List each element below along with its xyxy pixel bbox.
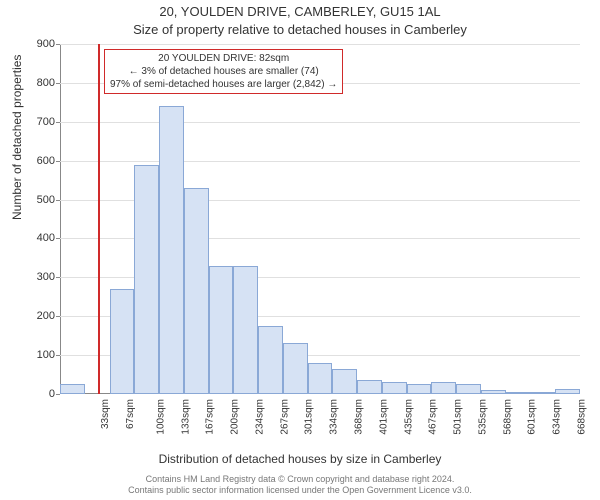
- x-tick-label: 33sqm: [100, 399, 111, 429]
- x-axis-label: Distribution of detached houses by size …: [0, 452, 600, 466]
- attribution-text: Contains HM Land Registry data © Crown c…: [0, 474, 600, 496]
- y-tick-mark: [56, 355, 60, 356]
- histogram-bar: [110, 289, 135, 394]
- attribution-line1: Contains HM Land Registry data © Crown c…: [146, 474, 455, 484]
- histogram-bar: [506, 392, 531, 394]
- x-tick-label: 100sqm: [155, 399, 166, 435]
- histogram-bar: [233, 266, 258, 394]
- y-tick-mark: [56, 238, 60, 239]
- y-tick-label: 300: [15, 271, 55, 283]
- histogram-bar: [209, 266, 234, 394]
- y-tick-mark: [56, 316, 60, 317]
- histogram-bar: [134, 165, 159, 394]
- x-tick-label: 67sqm: [125, 399, 136, 429]
- property-marker-line: [98, 44, 100, 394]
- gridline: [60, 122, 580, 123]
- x-tick-label: 133sqm: [180, 399, 191, 435]
- histogram-bar: [357, 380, 382, 394]
- y-tick-label: 400: [15, 232, 55, 244]
- x-tick-label: 167sqm: [205, 399, 216, 435]
- x-tick-label: 634sqm: [552, 399, 563, 435]
- x-tick-label: 435sqm: [403, 399, 414, 435]
- attribution-line2: Contains public sector information licen…: [128, 485, 472, 495]
- histogram-bar: [184, 188, 209, 394]
- x-tick-label: 568sqm: [502, 399, 513, 435]
- y-tick-mark: [56, 200, 60, 201]
- histogram-bar: [407, 384, 432, 394]
- x-tick-label: 234sqm: [255, 399, 266, 435]
- histogram-bar: [555, 389, 580, 394]
- x-tick-label: 501sqm: [453, 399, 464, 435]
- y-tick-mark: [56, 161, 60, 162]
- chart-plot-area: 20 YOULDEN DRIVE: 82sqm← 3% of detached …: [60, 44, 580, 394]
- histogram-bar: [159, 106, 184, 394]
- y-tick-label: 200: [15, 310, 55, 322]
- y-axis-line: [60, 44, 61, 394]
- x-tick-label: 301sqm: [304, 399, 315, 435]
- y-tick-mark: [56, 394, 60, 395]
- histogram-bar: [382, 382, 407, 394]
- histogram-bar: [456, 384, 481, 394]
- annotation-line3: 97% of semi-detached houses are larger (…: [110, 78, 337, 91]
- chart-title-sub: Size of property relative to detached ho…: [0, 22, 600, 37]
- gridline: [60, 44, 580, 45]
- y-tick-mark: [56, 277, 60, 278]
- x-tick-label: 535sqm: [477, 399, 488, 435]
- x-tick-label: 467sqm: [428, 399, 439, 435]
- chart-title-main: 20, YOULDEN DRIVE, CAMBERLEY, GU15 1AL: [0, 4, 600, 19]
- y-tick-mark: [56, 122, 60, 123]
- histogram-bar: [60, 384, 85, 394]
- y-tick-label: 600: [15, 155, 55, 167]
- y-tick-label: 500: [15, 194, 55, 206]
- histogram-bar: [481, 390, 506, 394]
- histogram-bar: [530, 392, 555, 394]
- y-tick-mark: [56, 83, 60, 84]
- histogram-bar: [283, 343, 308, 394]
- x-tick-label: 200sqm: [230, 399, 241, 435]
- x-tick-label: 267sqm: [279, 399, 290, 435]
- x-tick-label: 368sqm: [354, 399, 365, 435]
- y-tick-label: 700: [15, 116, 55, 128]
- x-tick-label: 334sqm: [329, 399, 340, 435]
- y-tick-label: 800: [15, 77, 55, 89]
- x-tick-label: 401sqm: [378, 399, 389, 435]
- y-tick-label: 100: [15, 349, 55, 361]
- gridline: [60, 161, 580, 162]
- y-tick-label: 0: [15, 388, 55, 400]
- histogram-bar: [258, 326, 283, 394]
- y-tick-mark: [56, 44, 60, 45]
- x-tick-label: 668sqm: [576, 399, 587, 435]
- histogram-bar: [308, 363, 333, 394]
- y-tick-label: 900: [15, 38, 55, 50]
- annotation-box: 20 YOULDEN DRIVE: 82sqm← 3% of detached …: [104, 49, 343, 94]
- annotation-line2: ← 3% of detached houses are smaller (74): [110, 65, 337, 78]
- histogram-bar: [431, 382, 456, 394]
- annotation-line1: 20 YOULDEN DRIVE: 82sqm: [110, 52, 337, 65]
- histogram-bar: [332, 369, 357, 394]
- x-tick-label: 601sqm: [527, 399, 538, 435]
